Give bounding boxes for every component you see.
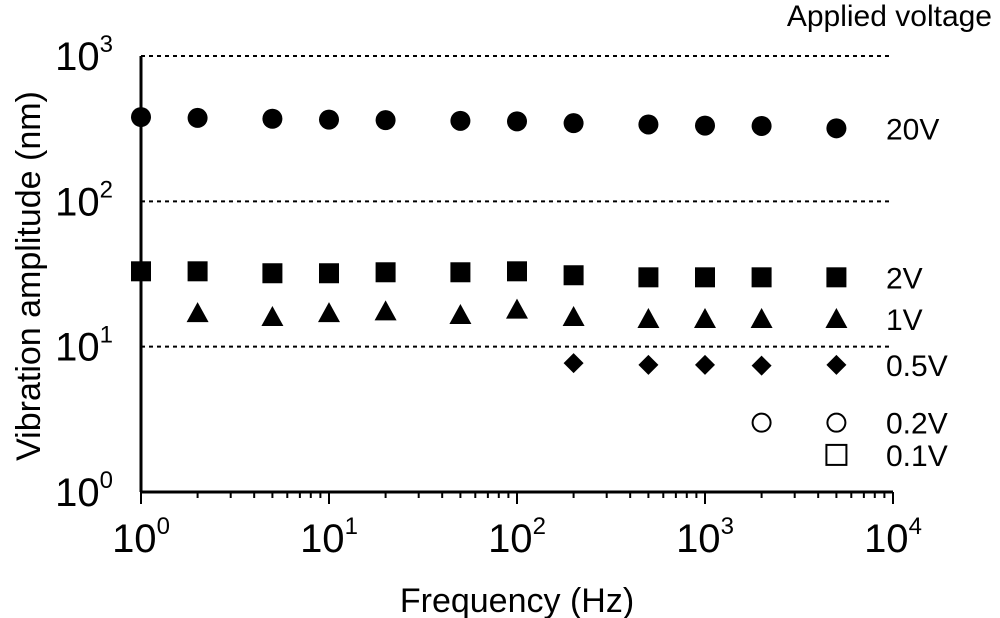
point-0_1v xyxy=(825,443,848,466)
x-tick-label: 100 xyxy=(112,513,170,561)
y-tick-label: 103 xyxy=(55,31,113,79)
point-0_5v xyxy=(563,353,584,374)
point-2v xyxy=(563,265,584,286)
y-axis-title: Vibration amplitude (nm) xyxy=(10,91,48,461)
point-1v xyxy=(374,300,397,321)
x-tick-label: 103 xyxy=(676,513,734,561)
tick-labels: 100 101 102 103 104 100 101 102 103 xyxy=(55,31,922,561)
point-0_5v xyxy=(751,355,772,376)
series-labels: 20V 2V 1V 0.5V 0.2V0.1V xyxy=(886,113,948,473)
series-label-0_2v: 0.2V xyxy=(886,408,948,441)
point-1v xyxy=(186,302,209,323)
x-tick-label: 104 xyxy=(864,513,922,561)
x-tick-label: 101 xyxy=(300,513,358,561)
x-axis-title: Frequency (Hz) xyxy=(400,582,634,618)
point-2v xyxy=(507,261,527,282)
point-2v xyxy=(262,263,283,284)
point-2v xyxy=(131,261,151,282)
point-2v xyxy=(375,262,396,283)
point-20v xyxy=(563,113,584,134)
point-1v xyxy=(825,308,848,329)
point-20v xyxy=(375,110,396,131)
series-label-20v: 20V xyxy=(886,113,939,146)
point-20v xyxy=(826,118,847,139)
point-1v xyxy=(562,306,585,327)
point-2v xyxy=(450,262,471,283)
point-20v xyxy=(131,107,151,128)
x-tick-label: 102 xyxy=(488,513,546,561)
point-20v xyxy=(319,109,339,130)
point-20v xyxy=(695,115,715,136)
point-2v xyxy=(187,261,208,282)
series-label-0_1v: 0.1V xyxy=(886,440,948,473)
y-tick-label: 102 xyxy=(55,176,113,224)
point-2v xyxy=(695,267,715,288)
series-label-1v: 1V xyxy=(886,304,923,337)
series-label-0_5v: 0.5V xyxy=(886,350,948,383)
point-20v xyxy=(262,108,283,129)
point-20v xyxy=(507,111,527,132)
point-1v xyxy=(318,302,340,323)
y-tick-label: 101 xyxy=(55,322,113,370)
point-1v xyxy=(449,304,472,325)
point-2v xyxy=(751,267,772,288)
point-1v xyxy=(261,306,284,327)
point-2v xyxy=(826,267,847,288)
data-points xyxy=(131,107,848,466)
point-20v xyxy=(638,114,659,135)
point-20v xyxy=(187,107,208,128)
legend-title: Applied voltage xyxy=(787,0,992,33)
point-0_5v xyxy=(638,354,659,375)
point-1v xyxy=(506,298,528,319)
point-20v xyxy=(751,115,772,136)
grid-lines xyxy=(141,55,893,348)
point-1v xyxy=(750,308,773,329)
point-0_2v xyxy=(826,412,847,433)
point-2v xyxy=(319,263,339,284)
point-2v xyxy=(638,267,659,288)
point-0_5v xyxy=(826,354,847,375)
point-1v xyxy=(637,308,660,329)
point-0_5v xyxy=(695,354,715,375)
series-label-2v: 2V xyxy=(886,262,923,295)
point-0_2v xyxy=(751,412,772,433)
y-tick-label: 100 xyxy=(55,467,113,515)
point-20v xyxy=(450,110,471,131)
point-1v xyxy=(694,308,716,329)
